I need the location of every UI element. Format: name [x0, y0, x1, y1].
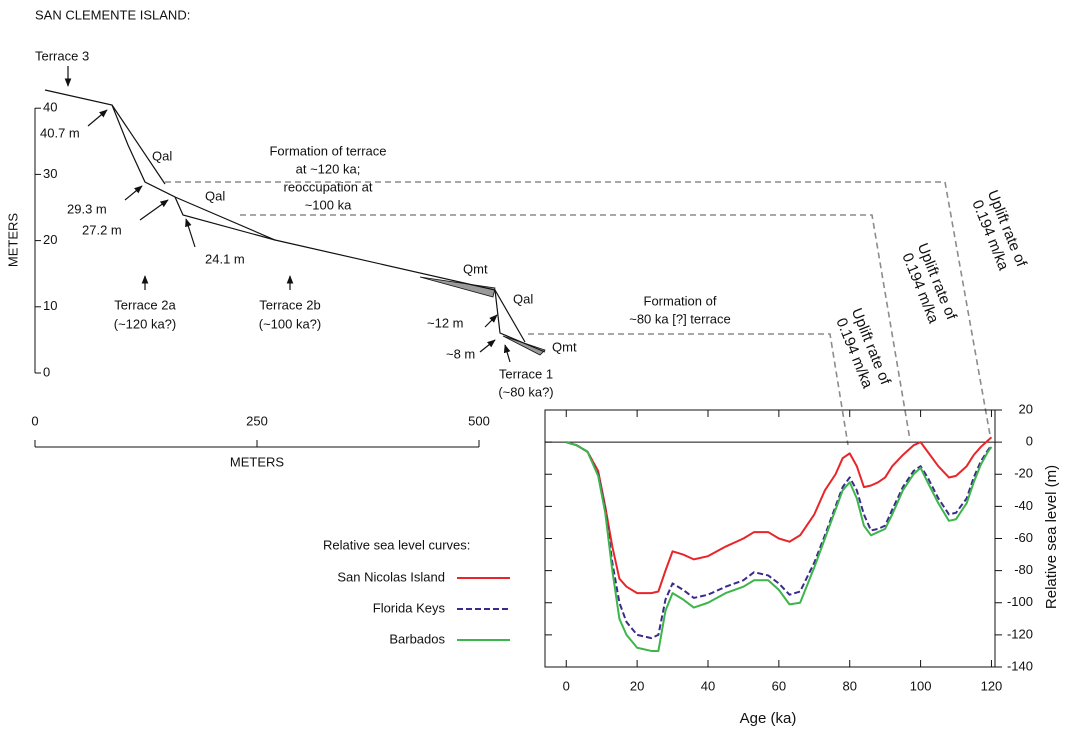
annotation: ~80 ka [?] terrace	[629, 311, 731, 326]
annotation: 40.7 m	[40, 125, 80, 140]
plot-frame	[544, 409, 996, 668]
annotation: Terrace 1	[499, 366, 553, 381]
legend-label: San Nicolas Island	[337, 569, 445, 584]
profile-drawing	[44, 89, 546, 356]
y-axis-title: Relative sea level (m)	[1043, 465, 1060, 609]
x-tick-label: 500	[468, 413, 490, 428]
annotation: 24.1 m	[205, 251, 245, 266]
legend-label: Barbados	[389, 631, 445, 646]
x-tick-label: 20	[630, 678, 644, 693]
x-tick-label: 250	[246, 413, 268, 428]
annotation: (~120 ka?)	[114, 316, 177, 331]
x-tick-label: 0	[31, 413, 38, 428]
annotation: (~100 ka?)	[259, 316, 322, 331]
x-tick-label: 60	[772, 678, 786, 693]
annotation: reoccupation at	[284, 179, 373, 194]
x-tick-label: 80	[842, 678, 856, 693]
annotation: (~80 ka?)	[498, 384, 553, 399]
profile-title: SAN CLEMENTE ISLAND:	[35, 7, 190, 22]
y-tick-label: -60	[1014, 530, 1033, 545]
y-tick-label: 20	[1019, 401, 1033, 416]
x-tick-label: 0	[563, 678, 570, 693]
y-tick-label: -20	[1014, 466, 1033, 481]
x-tick-label: 120	[981, 678, 1003, 693]
x-axis-title: Age (ka)	[740, 710, 797, 727]
y-tick-label: 40	[43, 100, 57, 115]
uplift-label: Uplift rate of 0.194 m/ka	[968, 188, 1030, 274]
annotation: ~8 m	[446, 346, 475, 361]
annotation: ~12 m	[427, 315, 464, 330]
legend-title: Relative sea level curves:	[323, 537, 470, 552]
y-tick-label: -100	[1007, 594, 1033, 609]
annotation: 27.2 m	[82, 222, 122, 237]
y-tick-label: 30	[43, 166, 57, 181]
y-tick-label: -80	[1014, 562, 1033, 577]
y-tick-label: -120	[1007, 626, 1033, 641]
y-tick-label: 20	[43, 232, 57, 247]
annotation: 29.3 m	[67, 201, 107, 216]
series-line	[565, 441, 993, 640]
annotation: ~100 ka	[305, 197, 352, 212]
annotation: Qmt	[463, 261, 488, 276]
series-line	[565, 436, 993, 595]
profile-y-label: METERS	[5, 213, 20, 268]
annotation: Terrace 3	[35, 48, 89, 63]
series-line	[565, 441, 993, 652]
x-tick-label: 40	[701, 678, 715, 693]
annotation: Terrace 2b	[259, 297, 320, 312]
annotation: Formation of	[644, 293, 717, 308]
profile-x-label: METERS	[230, 454, 285, 469]
x-tick-label: 100	[910, 678, 932, 693]
y-tick-label: 0	[43, 364, 50, 379]
annotation: Qal	[513, 291, 533, 306]
arrows	[64, 66, 511, 363]
uplift-label: Uplift rate of 0.194 m/ka	[832, 306, 894, 392]
annotation: Qal	[152, 148, 172, 163]
annotation: Qal	[205, 188, 225, 203]
y-tick-label: 0	[1026, 434, 1033, 449]
annotation: Formation of terrace	[269, 143, 386, 158]
annotation: Terrace 2a	[114, 297, 176, 312]
connectors	[165, 181, 991, 446]
annotation: Qmt	[552, 339, 577, 354]
y-tick-label: -140	[1007, 658, 1033, 673]
y-tick-label: -40	[1014, 498, 1033, 513]
uplift-label: Uplift rate of 0.194 m/ka	[898, 241, 960, 327]
y-tick-label: 10	[43, 298, 57, 313]
legend-label: Florida Keys	[373, 600, 446, 615]
annotation: at ~120 ka;	[296, 161, 361, 176]
